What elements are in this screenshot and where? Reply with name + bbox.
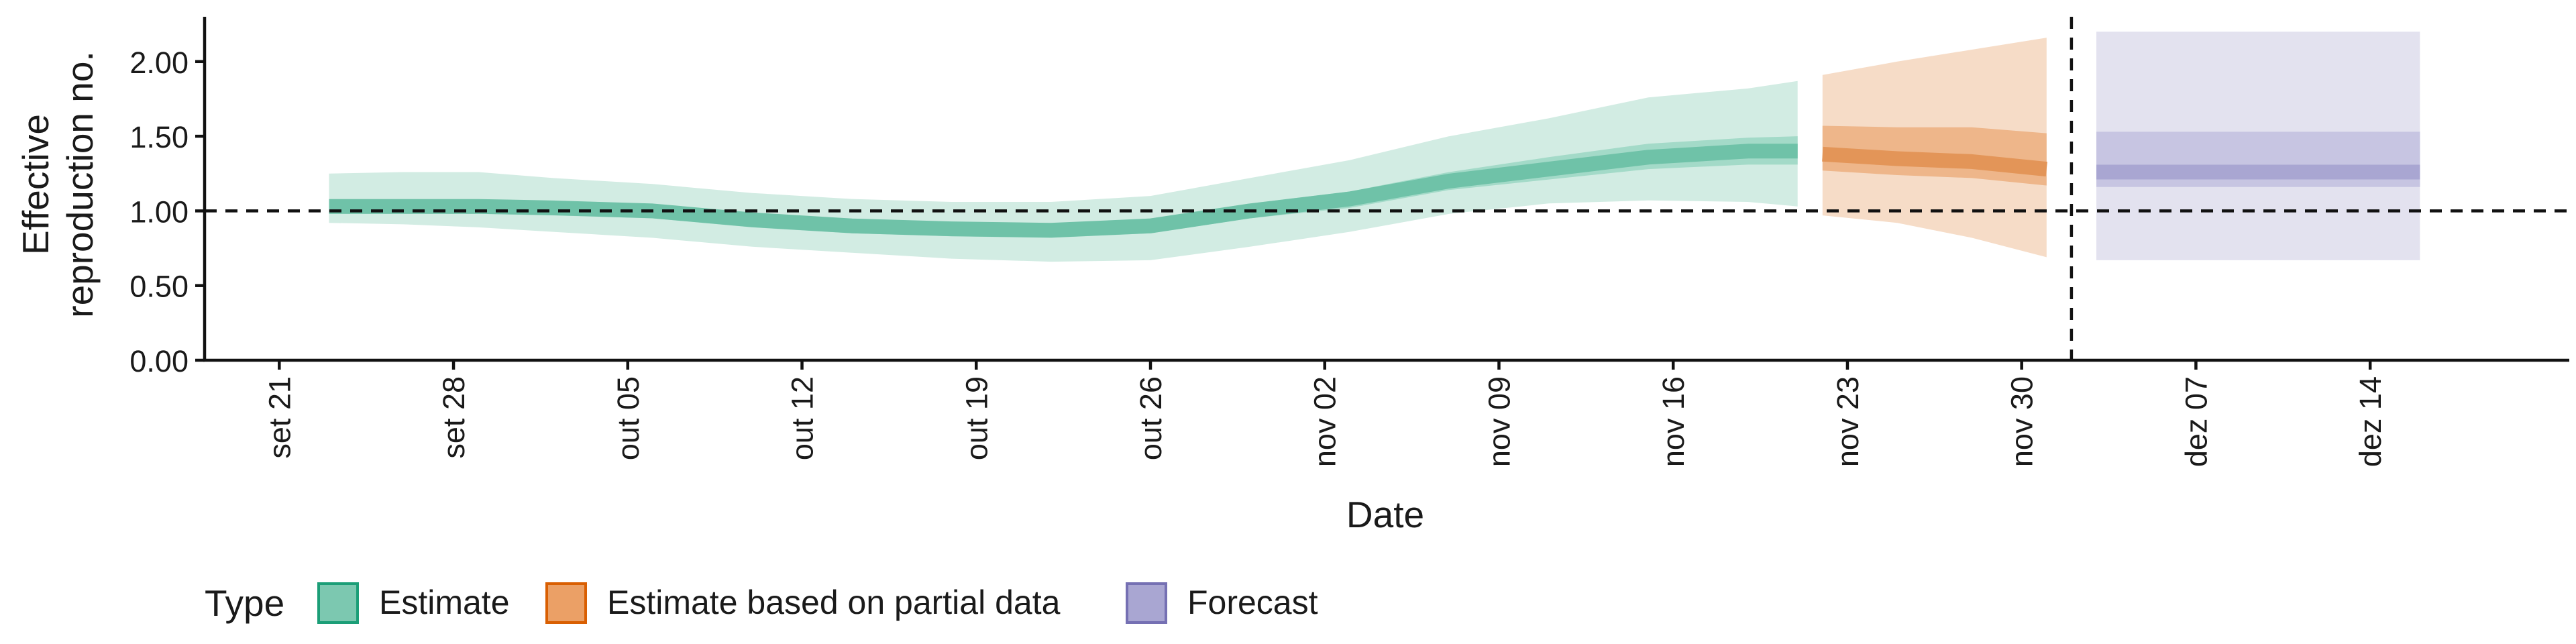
legend-label-estimate-based-on-partial-data: Estimate based on partial data <box>607 584 1061 621</box>
y-tick-labels: 0.00 0.50 1.00 1.50 2.00 <box>129 46 205 378</box>
x-tick-label: nov 16 <box>1656 376 1690 467</box>
x-axis-title: Date <box>1346 494 1424 535</box>
legend-label-forecast: Forecast <box>1187 584 1318 621</box>
band-layer <box>329 32 2420 262</box>
x-tick-label: nov 02 <box>1308 376 1342 467</box>
legend-key-estimate <box>317 582 359 624</box>
legend: Type Estimate Estimate based on partial d… <box>205 582 1318 624</box>
legend-label-estimate: Estimate <box>379 584 510 621</box>
legend-item-estimate-based-on-partial-data: Estimate based on partial data <box>545 582 1061 624</box>
x-tick-labels: set 21 set 28 out 05 out 12 out 19 out 26 nov … <box>262 360 2387 467</box>
y-axis-title: Effective reproduction no. <box>15 51 101 318</box>
estimate-median <box>329 144 1798 238</box>
x-tick-label: dez 07 <box>2179 376 2213 467</box>
reference-lines <box>205 17 2569 360</box>
x-tick-label: out 05 <box>611 376 645 460</box>
x-tick-label: set 21 <box>262 376 297 459</box>
legend-title: Type <box>205 582 284 624</box>
x-tick-label: nov 23 <box>1831 376 1865 467</box>
legend-item-forecast: Forecast <box>1126 582 1318 624</box>
y-tick-label: 0.00 <box>129 344 189 378</box>
x-tick-label: set 28 <box>437 376 471 459</box>
x-tick-label: nov 09 <box>1482 376 1516 467</box>
x-tick-label: out 12 <box>786 376 820 460</box>
legend-key-forecast <box>1126 582 1167 624</box>
axes <box>203 17 2569 362</box>
x-tick-label: nov 30 <box>2005 376 2039 467</box>
x-tick-label: out 26 <box>1134 376 1168 460</box>
legend-key-estimate-based-on-partial-data <box>545 582 587 624</box>
legend-item-estimate: Estimate <box>317 582 510 624</box>
x-tick-label: out 19 <box>959 376 994 460</box>
y-tick-label: 1.50 <box>129 120 189 154</box>
y-tick-label: 0.50 <box>129 270 189 304</box>
y-tick-label: 1.00 <box>129 195 189 229</box>
x-tick-label: dez 14 <box>2353 376 2387 467</box>
y-axis-title-line-2: reproduction no. <box>59 51 101 318</box>
y-tick-label: 2.00 <box>129 46 189 80</box>
estimate-based-on-partial-data-median <box>1822 146 2047 177</box>
y-axis-title-line-1: Effective <box>15 114 56 255</box>
